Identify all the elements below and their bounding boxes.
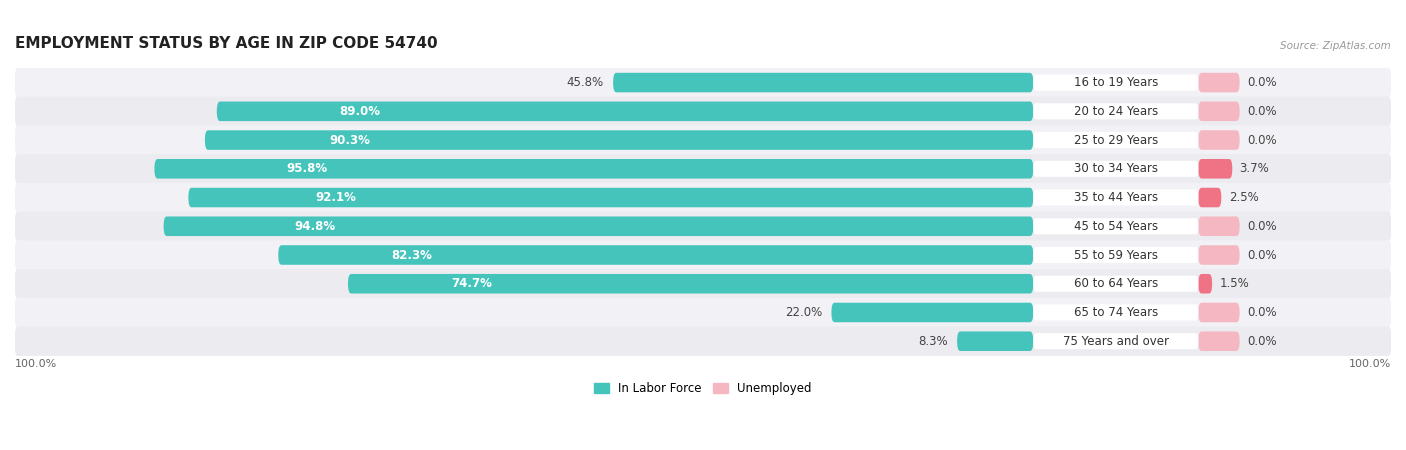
FancyBboxPatch shape [163, 216, 1033, 236]
Text: 92.1%: 92.1% [315, 191, 356, 204]
FancyBboxPatch shape [349, 274, 1033, 293]
FancyBboxPatch shape [1033, 218, 1198, 234]
Text: 0.0%: 0.0% [1247, 335, 1277, 348]
FancyBboxPatch shape [188, 188, 1033, 207]
Text: 25 to 29 Years: 25 to 29 Years [1074, 134, 1159, 147]
FancyBboxPatch shape [1198, 188, 1222, 207]
FancyBboxPatch shape [1033, 161, 1198, 177]
Text: 30 to 34 Years: 30 to 34 Years [1074, 162, 1157, 176]
FancyBboxPatch shape [15, 68, 1391, 97]
FancyBboxPatch shape [613, 73, 1033, 92]
Text: 1.5%: 1.5% [1219, 277, 1249, 290]
Text: 45 to 54 Years: 45 to 54 Years [1074, 220, 1159, 233]
FancyBboxPatch shape [1033, 103, 1198, 119]
FancyBboxPatch shape [1198, 159, 1232, 179]
FancyBboxPatch shape [1198, 332, 1240, 351]
FancyBboxPatch shape [15, 298, 1391, 327]
Text: 74.7%: 74.7% [451, 277, 492, 290]
FancyBboxPatch shape [1033, 333, 1198, 349]
Text: 55 to 59 Years: 55 to 59 Years [1074, 248, 1157, 261]
Text: 95.8%: 95.8% [287, 162, 328, 176]
FancyBboxPatch shape [15, 97, 1391, 126]
Text: 100.0%: 100.0% [15, 359, 58, 369]
FancyBboxPatch shape [831, 303, 1033, 322]
FancyBboxPatch shape [1033, 276, 1198, 292]
FancyBboxPatch shape [1198, 102, 1240, 121]
FancyBboxPatch shape [217, 102, 1033, 121]
Legend: In Labor Force, Unemployed: In Labor Force, Unemployed [589, 377, 817, 400]
FancyBboxPatch shape [1198, 216, 1240, 236]
Text: 0.0%: 0.0% [1247, 105, 1277, 118]
Text: 0.0%: 0.0% [1247, 76, 1277, 89]
Text: EMPLOYMENT STATUS BY AGE IN ZIP CODE 54740: EMPLOYMENT STATUS BY AGE IN ZIP CODE 547… [15, 36, 437, 51]
FancyBboxPatch shape [1198, 274, 1212, 293]
FancyBboxPatch shape [1033, 189, 1198, 206]
Text: 0.0%: 0.0% [1247, 248, 1277, 261]
FancyBboxPatch shape [15, 327, 1391, 356]
FancyBboxPatch shape [1198, 303, 1240, 322]
FancyBboxPatch shape [957, 332, 1033, 351]
Text: 20 to 24 Years: 20 to 24 Years [1074, 105, 1159, 118]
Text: 35 to 44 Years: 35 to 44 Years [1074, 191, 1159, 204]
FancyBboxPatch shape [1033, 75, 1198, 90]
FancyBboxPatch shape [278, 245, 1033, 265]
Text: 0.0%: 0.0% [1247, 220, 1277, 233]
Text: 100.0%: 100.0% [1348, 359, 1391, 369]
Text: 16 to 19 Years: 16 to 19 Years [1074, 76, 1159, 89]
FancyBboxPatch shape [1033, 247, 1198, 263]
FancyBboxPatch shape [1198, 130, 1240, 150]
Text: 8.3%: 8.3% [918, 335, 948, 348]
FancyBboxPatch shape [205, 130, 1033, 150]
Text: 0.0%: 0.0% [1247, 134, 1277, 147]
Text: 2.5%: 2.5% [1229, 191, 1258, 204]
FancyBboxPatch shape [155, 159, 1033, 179]
Text: 94.8%: 94.8% [294, 220, 335, 233]
Text: 90.3%: 90.3% [329, 134, 370, 147]
Text: 22.0%: 22.0% [785, 306, 823, 319]
Text: Source: ZipAtlas.com: Source: ZipAtlas.com [1281, 40, 1391, 51]
FancyBboxPatch shape [15, 126, 1391, 155]
Text: 75 Years and over: 75 Years and over [1063, 335, 1168, 348]
FancyBboxPatch shape [15, 183, 1391, 212]
FancyBboxPatch shape [1198, 245, 1240, 265]
FancyBboxPatch shape [15, 240, 1391, 270]
Text: 3.7%: 3.7% [1240, 162, 1270, 176]
Text: 89.0%: 89.0% [339, 105, 380, 118]
FancyBboxPatch shape [1033, 305, 1198, 320]
FancyBboxPatch shape [1198, 73, 1240, 92]
Text: 45.8%: 45.8% [567, 76, 605, 89]
Text: 82.3%: 82.3% [391, 248, 433, 261]
FancyBboxPatch shape [15, 154, 1391, 184]
Text: 65 to 74 Years: 65 to 74 Years [1074, 306, 1159, 319]
FancyBboxPatch shape [15, 212, 1391, 241]
Text: 0.0%: 0.0% [1247, 306, 1277, 319]
FancyBboxPatch shape [15, 269, 1391, 298]
Text: 60 to 64 Years: 60 to 64 Years [1074, 277, 1159, 290]
FancyBboxPatch shape [1033, 132, 1198, 148]
